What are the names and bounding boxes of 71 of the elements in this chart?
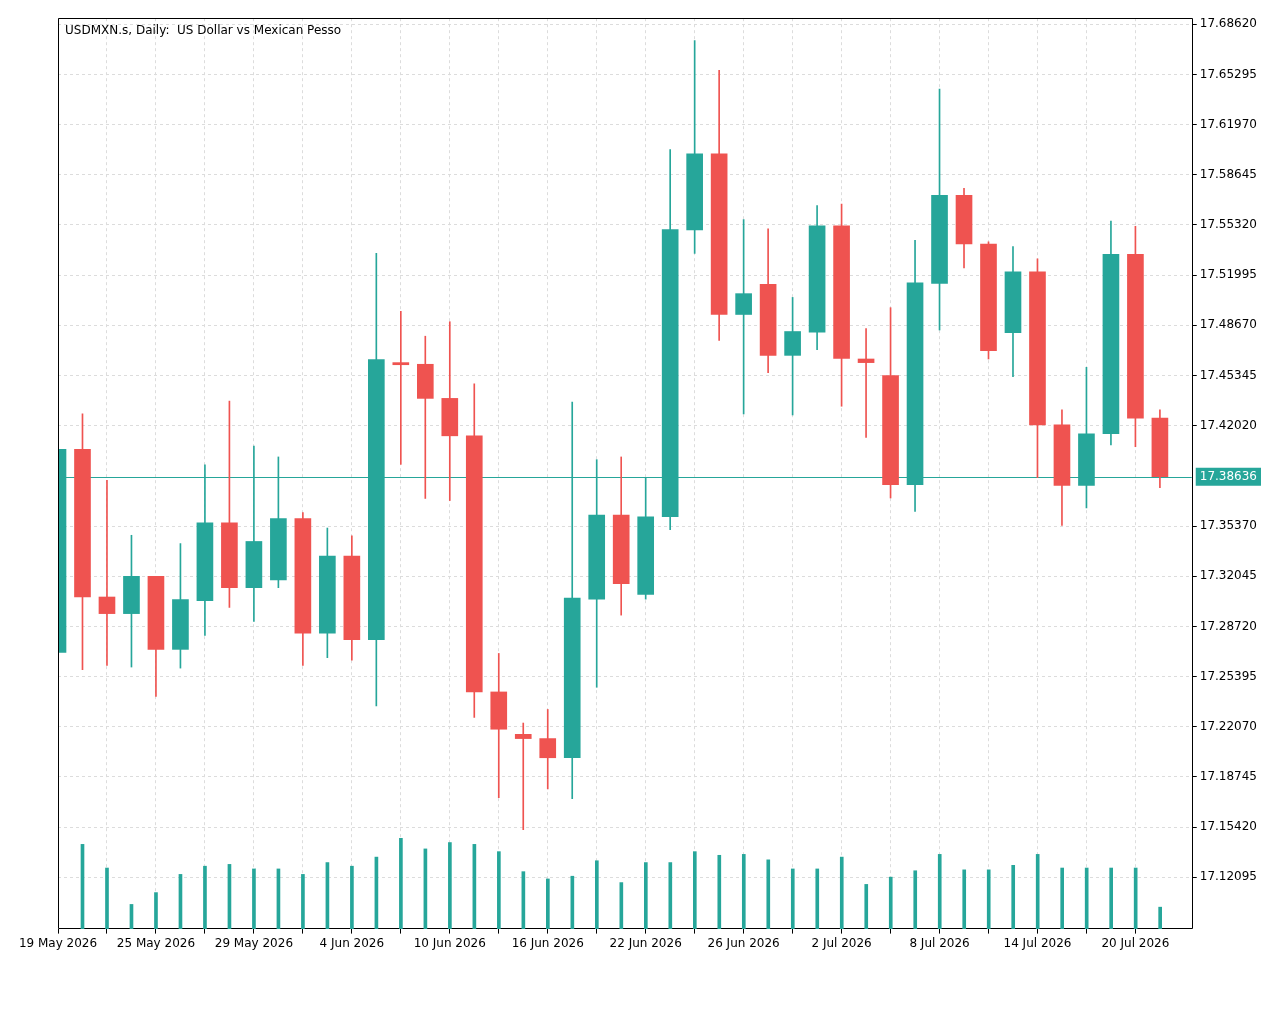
y-tick-label: 17.61970 — [1199, 116, 1258, 131]
y-tick-label: 17.48670 — [1199, 317, 1258, 332]
y-tick-label: 17.18745 — [1199, 769, 1258, 784]
x-tick-label: 10 Jun 2026 — [413, 935, 486, 950]
bar — [839, 856, 844, 929]
candlestick — [857, 328, 875, 438]
bar — [766, 859, 771, 929]
bar — [252, 868, 256, 929]
bar — [1035, 854, 1040, 929]
bar — [154, 892, 158, 929]
bar — [1011, 864, 1016, 929]
y-tick-label: 17.55320 — [1199, 217, 1258, 232]
bar — [790, 868, 795, 929]
chart-title: USDMXN.s, Daily: US Dollar vs Mexican Pesso — [65, 23, 342, 38]
x-tick-label: 4 Jun 2026 — [319, 935, 385, 950]
ref-line-label: 17.38636 — [1199, 468, 1258, 483]
x-tick-label: 19 May 2026 — [18, 935, 98, 950]
y-tick-label: 17.32045 — [1199, 568, 1258, 583]
x-tick-label: 8 Jul 2026 — [909, 935, 970, 950]
y-tick-label: 17.22070 — [1199, 718, 1258, 733]
bar — [986, 869, 991, 929]
bar — [595, 860, 599, 929]
bar — [619, 882, 624, 929]
y-tick-label: 17.68620 — [1199, 16, 1258, 31]
candlestick — [98, 480, 116, 666]
x-tick-label: 2 Jul 2026 — [811, 935, 872, 950]
x-tick-label: 20 Jul 2026 — [1101, 935, 1170, 950]
candlestick — [441, 321, 459, 501]
bar — [1084, 867, 1089, 929]
bar — [937, 854, 942, 929]
bar — [350, 865, 354, 929]
y-tick-label: 17.15420 — [1199, 819, 1258, 834]
bar — [913, 870, 918, 929]
bar — [399, 838, 403, 929]
y-tick-label: 17.25395 — [1199, 668, 1258, 683]
bar — [497, 851, 501, 929]
bar — [448, 842, 452, 929]
y-tick-label: 17.45345 — [1199, 367, 1258, 382]
y-tick-label: 17.58645 — [1199, 166, 1258, 181]
candlestick — [514, 722, 532, 831]
candlestick — [392, 310, 410, 465]
x-tick-label: 25 May 2026 — [116, 935, 196, 950]
bar — [203, 865, 207, 929]
bar — [1109, 867, 1114, 929]
bar — [717, 854, 722, 929]
x-tick-label: 29 May 2026 — [214, 935, 294, 950]
bar — [815, 868, 820, 929]
y-tick-label: 17.35370 — [1199, 518, 1258, 533]
x-tick-label: 16 Jun 2026 — [511, 935, 584, 950]
bar — [643, 862, 648, 929]
bar — [301, 874, 305, 929]
bar — [888, 876, 893, 929]
bar — [1060, 867, 1065, 929]
y-tick-label: 17.28720 — [1199, 618, 1258, 633]
y-tick-label: 17.51995 — [1199, 267, 1258, 282]
candlestick — [416, 335, 434, 499]
bar — [668, 862, 673, 929]
bar — [105, 867, 109, 929]
bar — [864, 884, 869, 929]
y-tick-label: 17.42020 — [1199, 417, 1258, 432]
bar — [741, 854, 746, 929]
bar — [692, 851, 697, 929]
bar — [1158, 906, 1162, 929]
x-tick-label: 22 Jun 2026 — [609, 935, 682, 950]
x-tick-label: 14 Jul 2026 — [1003, 935, 1072, 950]
candlestick — [539, 709, 557, 790]
bar — [546, 878, 550, 929]
y-tick-label: 17.65295 — [1199, 66, 1258, 81]
bar — [962, 869, 967, 929]
x-tick-label: 26 Jun 2026 — [707, 935, 780, 950]
y-tick-label: 17.12095 — [1199, 869, 1258, 884]
